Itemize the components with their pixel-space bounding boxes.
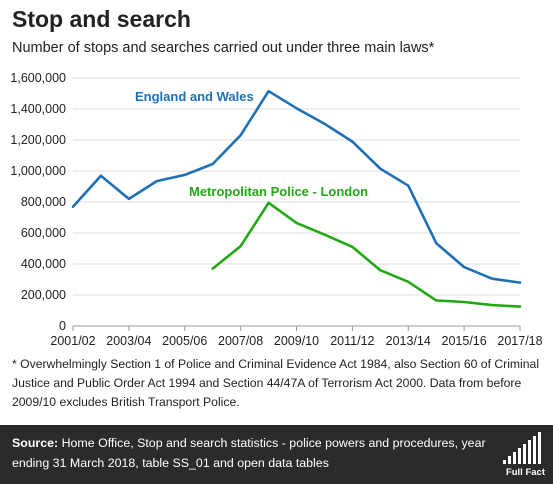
full-fact-logo: Full Fact	[501, 430, 547, 478]
y-tick-label: 0	[59, 319, 66, 333]
y-tick-label: 1,200,000	[10, 133, 66, 147]
series-label: Metropolitan Police - London	[189, 184, 368, 199]
source-body: Home Office, Stop and search statistics …	[12, 436, 486, 470]
y-tick-label: 200,000	[21, 288, 66, 302]
x-tick-label: 2009/10	[274, 334, 319, 345]
line-chart: 0 200,000 400,000 600,000 800,000 1,000,000 1,…	[10, 71, 542, 345]
y-tick-label: 800,000	[21, 195, 66, 209]
y-tick-label: 1,600,000	[10, 71, 66, 85]
series-line	[211, 201, 522, 308]
logo-text: Full Fact	[506, 467, 546, 478]
source-text: Source: Home Office, Stop and search sta…	[12, 433, 502, 473]
x-tick-label: 2001/02	[50, 334, 95, 345]
y-tick-label: 1,400,000	[10, 102, 66, 116]
source-label: Source:	[12, 436, 59, 450]
x-tick-label: 2013/14	[386, 334, 431, 345]
y-tick-label: 400,000	[21, 257, 66, 271]
y-tick-label: 600,000	[21, 226, 66, 240]
x-tick-label: 2005/06	[162, 334, 207, 345]
y-tick-label: 1,000,000	[10, 164, 66, 178]
x-tick-label: 2007/08	[218, 334, 263, 345]
series-line	[71, 89, 522, 284]
x-tick-label: 2017/18	[497, 334, 542, 345]
chart-subtitle: Number of stops and searches carried out…	[12, 40, 435, 56]
source-bar: Source: Home Office, Stop and search sta…	[0, 425, 553, 484]
footnote: * Overwhelmingly Section 1 of Police and…	[12, 357, 540, 409]
series-label: England and Wales	[135, 89, 254, 104]
x-tick-label: 2003/04	[106, 334, 151, 345]
x-tick-label: 2011/12	[330, 334, 374, 345]
x-tick-label: 2015/16	[442, 334, 487, 345]
chart-title: Stop and search	[12, 6, 191, 32]
